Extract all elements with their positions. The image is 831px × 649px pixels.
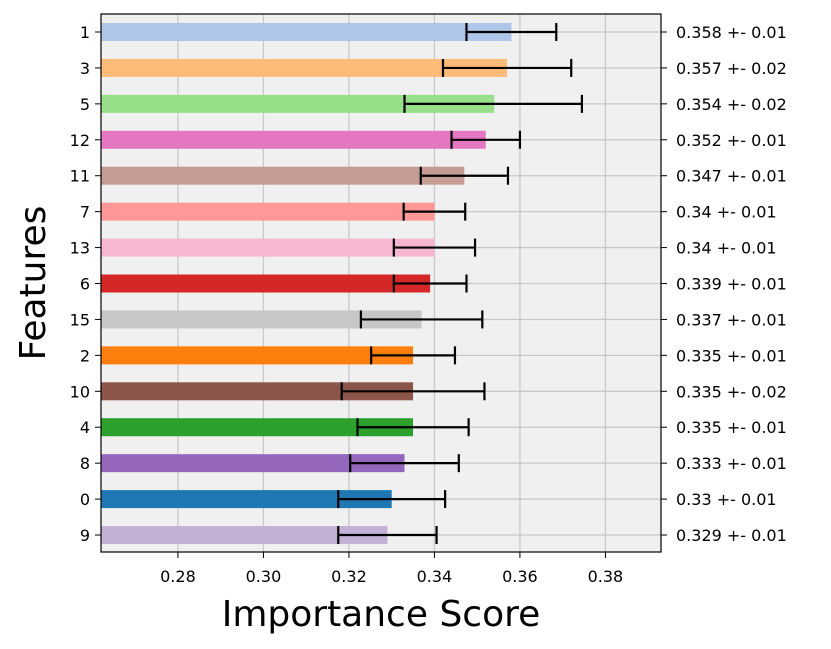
- y-tick-label-feature: 9: [80, 526, 90, 545]
- bar-feature-13: [101, 238, 435, 257]
- importance-annotation: 0.339 +- 0.01: [676, 275, 787, 294]
- bar-feature-5: [101, 94, 495, 113]
- importance-annotation: 0.333 +- 0.01: [676, 454, 787, 473]
- y-tick-label-feature: 2: [80, 346, 90, 365]
- y-tick-label-feature: 0: [80, 490, 90, 509]
- y-tick-label-feature: 15: [70, 310, 90, 329]
- bar-feature-1: [101, 23, 512, 41]
- right-annotations: 0.358 +- 0.01 0.357 +- 0.02 0.354 +- 0.02 0…: [661, 23, 787, 545]
- x-axis-ticks: 0.28 0.30 0.32 0.34 0.36 0.38: [160, 552, 623, 586]
- bar-feature-6: [101, 274, 431, 293]
- y-tick-label-feature: 11: [70, 167, 90, 186]
- importance-annotation: 0.34 +- 0.01: [676, 239, 777, 258]
- importance-annotation: 0.352 +- 0.01: [676, 131, 787, 150]
- y-tick-label-feature: 10: [70, 382, 90, 401]
- bar-feature-0: [101, 490, 392, 509]
- importance-annotation: 0.347 +- 0.01: [676, 167, 787, 186]
- x-tick-label: 0.38: [588, 567, 624, 586]
- importance-annotation: 0.335 +- 0.01: [676, 418, 787, 437]
- bars-group: [101, 23, 512, 545]
- importance-annotation: 0.354 +- 0.02: [676, 95, 787, 114]
- bar-feature-8: [101, 454, 405, 473]
- error-bars-group: [337, 23, 584, 545]
- x-tick-label: 0.36: [502, 567, 538, 586]
- plot-frame: [100, 13, 662, 553]
- y-tick-label-feature: 3: [80, 59, 90, 78]
- y-tick-label-feature: 12: [70, 131, 90, 150]
- bar-feature-15: [101, 310, 422, 329]
- y-tick-label-feature: 8: [80, 454, 90, 473]
- y-tick-label-feature: 6: [80, 275, 90, 294]
- importance-annotation: 0.358 +- 0.01: [676, 23, 787, 42]
- y-tick-label-feature: 4: [80, 418, 90, 437]
- bar-feature-4: [101, 418, 414, 437]
- importance-annotation: 0.33 +- 0.01: [676, 490, 777, 509]
- importance-annotation: 0.335 +- 0.01: [676, 346, 787, 365]
- importance-annotation: 0.357 +- 0.02: [676, 59, 787, 78]
- importance-annotation: 0.337 +- 0.01: [676, 310, 787, 329]
- bar-feature-12: [101, 130, 486, 149]
- bar-feature-11: [101, 166, 465, 185]
- x-tick-label: 0.32: [331, 567, 367, 586]
- bar-feature-9: [101, 526, 388, 545]
- bar-feature-10: [101, 382, 414, 401]
- y-tick-label-feature: 1: [80, 23, 90, 42]
- y-tick-label-feature: 7: [80, 203, 90, 222]
- bar-feature-2: [101, 346, 414, 365]
- y-tick-label-feature: 13: [70, 239, 90, 258]
- bar-feature-3: [101, 58, 508, 77]
- y-axis-title: Features: [13, 206, 54, 361]
- importance-annotation: 0.335 +- 0.02: [676, 382, 787, 401]
- x-tick-label: 0.30: [246, 567, 282, 586]
- importance-annotation: 0.329 +- 0.01: [676, 526, 787, 545]
- x-tick-label: 0.34: [417, 567, 453, 586]
- y-tick-label-feature: 5: [80, 95, 90, 114]
- x-axis-title: Importance Score: [222, 594, 541, 635]
- importance-annotation: 0.34 +- 0.01: [676, 203, 777, 222]
- bar-feature-7: [101, 202, 435, 221]
- x-tick-label: 0.28: [160, 567, 196, 586]
